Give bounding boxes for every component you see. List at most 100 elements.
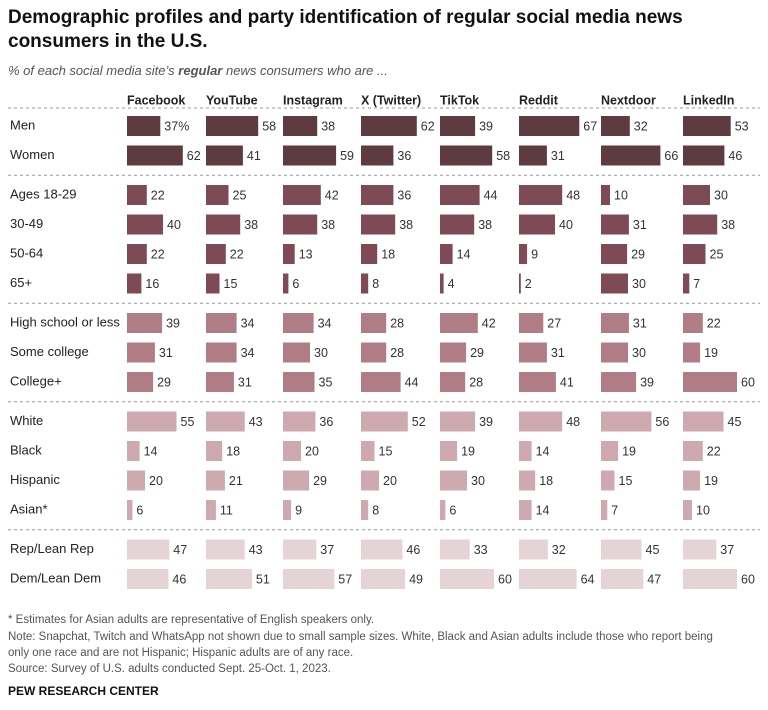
value-label: 39	[640, 375, 654, 389]
value-label: 31	[633, 218, 647, 232]
value-label: 6	[136, 503, 143, 517]
value-label: 60	[741, 375, 755, 389]
row-label: Hispanic	[10, 472, 60, 487]
value-label: 42	[325, 188, 339, 202]
bar	[127, 372, 154, 392]
value-label: 39	[479, 119, 493, 133]
value-label: 19	[622, 444, 636, 458]
value-label: 31	[551, 346, 565, 360]
bar	[283, 342, 310, 363]
bar	[206, 372, 234, 392]
value-label: 28	[469, 375, 483, 389]
bar	[283, 273, 289, 294]
bar	[127, 569, 169, 589]
row-label: Asian*	[10, 501, 48, 516]
value-label: 2	[525, 277, 532, 291]
bar	[683, 372, 737, 392]
value-label: 29	[313, 474, 327, 488]
bar	[127, 470, 145, 491]
value-label: 19	[461, 444, 475, 458]
value-label: 47	[647, 572, 661, 586]
row-label: Black	[10, 442, 42, 457]
bar	[683, 539, 717, 560]
bar	[601, 273, 628, 294]
bar	[361, 539, 403, 560]
bar	[601, 372, 637, 392]
bar	[519, 569, 577, 589]
value-label: 55	[181, 415, 195, 429]
value-label: 44	[405, 375, 419, 389]
bar	[683, 185, 710, 205]
bar	[283, 116, 318, 136]
credit: PEW RESEARCH CENTER	[8, 684, 159, 698]
bar	[440, 539, 470, 560]
bar	[361, 569, 406, 589]
value-label: 9	[295, 503, 302, 517]
bar	[283, 441, 301, 461]
value-label: 48	[566, 415, 580, 429]
value-label: 62	[187, 149, 201, 163]
value-label: 8	[372, 503, 379, 517]
column-header: X (Twitter)	[361, 93, 421, 107]
note: only one race and are not Hispanic; Hisp…	[8, 647, 353, 659]
column-header: Nextdoor	[601, 93, 656, 107]
row-label: Dem/Lean Dem	[10, 570, 101, 585]
bar	[440, 185, 480, 205]
bar	[206, 116, 259, 136]
row-label: White	[10, 413, 43, 428]
value-label: 58	[496, 149, 510, 163]
bar	[127, 145, 183, 166]
bar	[601, 411, 652, 432]
bar	[206, 470, 225, 491]
bar	[683, 244, 706, 264]
bar	[361, 244, 378, 264]
value-label: 46	[728, 149, 742, 163]
subtitle: % of each social media site’s regular ne…	[8, 63, 388, 78]
value-label: 38	[721, 218, 735, 232]
value-label: 14	[536, 503, 550, 517]
bar	[361, 313, 387, 333]
bar	[206, 185, 229, 205]
bar	[440, 273, 444, 294]
bar	[683, 441, 703, 461]
value-label: 30	[632, 346, 646, 360]
bar	[519, 185, 563, 205]
bar	[683, 313, 703, 333]
value-label: 7	[693, 277, 700, 291]
value-label: 29	[157, 375, 171, 389]
bar	[519, 539, 548, 560]
value-label: 34	[318, 316, 332, 330]
bar	[519, 145, 547, 166]
value-label: 59	[340, 149, 354, 163]
value-label: 14	[536, 444, 550, 458]
value-label: 60	[741, 572, 755, 586]
value-label: 36	[397, 149, 411, 163]
value-label: 40	[167, 218, 181, 232]
bar	[361, 214, 396, 235]
subtitle-part: news consumers who are ...	[222, 63, 387, 78]
value-label: 30	[714, 188, 728, 202]
value-label: 10	[696, 503, 710, 517]
bar	[683, 116, 731, 136]
value-label: 60	[498, 572, 512, 586]
row-label: 30-49	[10, 216, 43, 231]
bar	[519, 214, 555, 235]
column-header: Reddit	[519, 93, 559, 107]
bar	[519, 372, 556, 392]
row-label: Some college	[10, 344, 89, 359]
value-label: 30	[471, 474, 485, 488]
value-label: 62	[421, 119, 435, 133]
bar	[683, 411, 724, 432]
value-label: 33	[474, 543, 488, 557]
source: Source: Survey of U.S. adults conducted …	[8, 663, 331, 675]
bar	[206, 500, 216, 520]
value-label: 16	[145, 277, 159, 291]
value-label: 41	[247, 149, 261, 163]
bar	[206, 342, 237, 363]
value-label: 29	[631, 247, 645, 261]
bar	[601, 313, 629, 333]
bar	[440, 569, 494, 589]
value-label: 38	[244, 218, 258, 232]
value-label: 19	[704, 346, 718, 360]
bar	[440, 500, 446, 520]
